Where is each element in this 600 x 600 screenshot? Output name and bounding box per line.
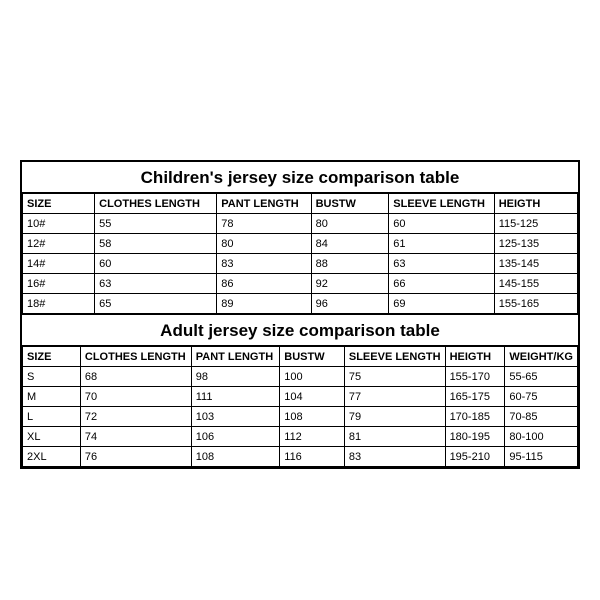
table-cell: 145-155 [494,274,577,294]
table-row: L7210310879170-18570-85 [23,407,578,427]
table-cell: 95-115 [505,447,578,467]
table-cell: 195-210 [445,447,505,467]
column-header: PANT LENGTH [217,194,311,214]
table-cell: 108 [280,407,345,427]
table-cell: 12# [23,234,95,254]
column-header: CLOTHES LENGTH [95,194,217,214]
table-cell: 180-195 [445,427,505,447]
column-header: SIZE [23,347,81,367]
table-cell: 16# [23,274,95,294]
table-cell: 108 [191,447,280,467]
table-cell: 155-165 [494,294,577,314]
table-cell: 96 [311,294,389,314]
table-row: 12#58808461125-135 [23,234,578,254]
column-header: SIZE [23,194,95,214]
table-cell: 112 [280,427,345,447]
table-cell: 115-125 [494,214,577,234]
table-cell: 125-135 [494,234,577,254]
table-cell: 106 [191,427,280,447]
table-cell: 77 [344,387,445,407]
table-cell: 84 [311,234,389,254]
children-title: Children's jersey size comparison table [22,162,578,193]
table-row: 18#65899669155-165 [23,294,578,314]
table-row: 14#60838863135-145 [23,254,578,274]
table-row: 2XL7610811683195-21095-115 [23,447,578,467]
table-cell: 100 [280,367,345,387]
table-cell: 60 [95,254,217,274]
table-cell: 70-85 [505,407,578,427]
column-header: BUSTW [311,194,389,214]
table-row: M7011110477165-17560-75 [23,387,578,407]
table-cell: 78 [217,214,311,234]
table-cell: 76 [80,447,191,467]
table-row: S689810075155-17055-65 [23,367,578,387]
table-cell: 55 [95,214,217,234]
table-cell: 60-75 [505,387,578,407]
column-header: SLEEVE LENGTH [344,347,445,367]
column-header: SLEEVE LENGTH [389,194,494,214]
table-cell: 98 [191,367,280,387]
column-header: HEIGTH [445,347,505,367]
table-cell: 63 [95,274,217,294]
size-chart-container: Children's jersey size comparison table … [20,160,580,469]
table-row: 10#55788060115-125 [23,214,578,234]
table-cell: 70 [80,387,191,407]
table-cell: 10# [23,214,95,234]
adult-title: Adult jersey size comparison table [22,314,578,346]
table-cell: 80 [217,234,311,254]
table-cell: L [23,407,81,427]
table-cell: 55-65 [505,367,578,387]
table-cell: 89 [217,294,311,314]
table-cell: 83 [344,447,445,467]
table-cell: 79 [344,407,445,427]
table-cell: 104 [280,387,345,407]
table-cell: 75 [344,367,445,387]
table-cell: M [23,387,81,407]
column-header: HEIGTH [494,194,577,214]
table-cell: 61 [389,234,494,254]
table-cell: 69 [389,294,494,314]
column-header: PANT LENGTH [191,347,280,367]
table-cell: 116 [280,447,345,467]
table-cell: 103 [191,407,280,427]
table-cell: 60 [389,214,494,234]
column-header: BUSTW [280,347,345,367]
table-cell: 74 [80,427,191,447]
table-cell: 155-170 [445,367,505,387]
table-cell: S [23,367,81,387]
table-cell: 80 [311,214,389,234]
table-cell: 111 [191,387,280,407]
column-header: WEIGHT/KG [505,347,578,367]
table-cell: 58 [95,234,217,254]
children-table: SIZECLOTHES LENGTHPANT LENGTHBUSTWSLEEVE… [22,193,578,314]
table-cell: 65 [95,294,217,314]
table-cell: 88 [311,254,389,274]
table-cell: 135-145 [494,254,577,274]
column-header: CLOTHES LENGTH [80,347,191,367]
table-cell: 14# [23,254,95,274]
table-cell: 66 [389,274,494,294]
table-cell: 63 [389,254,494,274]
table-row: 16#63869266145-155 [23,274,578,294]
table-cell: 170-185 [445,407,505,427]
table-cell: 68 [80,367,191,387]
adult-table: SIZECLOTHES LENGTHPANT LENGTHBUSTWSLEEVE… [22,346,578,467]
table-cell: 2XL [23,447,81,467]
table-cell: 72 [80,407,191,427]
table-cell: 86 [217,274,311,294]
table-cell: 18# [23,294,95,314]
table-cell: 165-175 [445,387,505,407]
table-cell: 81 [344,427,445,447]
table-cell: 80-100 [505,427,578,447]
table-cell: XL [23,427,81,447]
table-cell: 83 [217,254,311,274]
table-row: XL7410611281180-19580-100 [23,427,578,447]
table-cell: 92 [311,274,389,294]
